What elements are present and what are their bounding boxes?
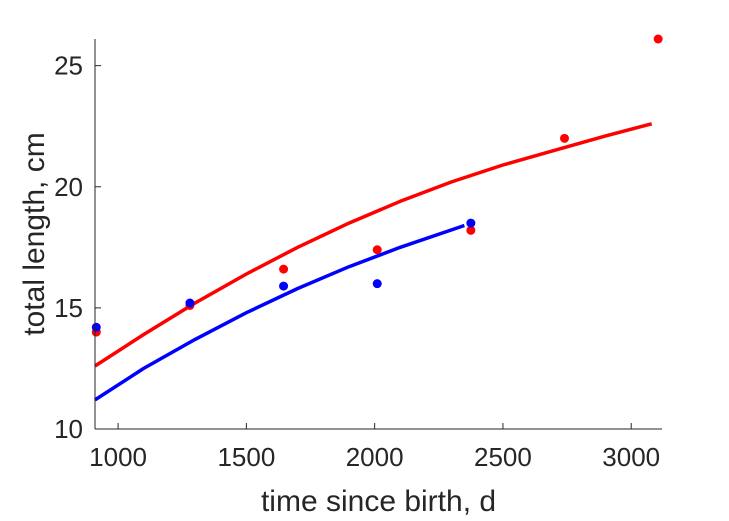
data-point [466,218,476,228]
data-point [279,264,289,274]
x-axis-title: time since birth, d [261,485,496,518]
x-tick-label: 1500 [217,442,275,472]
y-ticks: 10 15 20 25 [54,51,101,444]
fit-curve [94,223,465,402]
data-point [91,322,101,332]
x-ticks: 1000 1500 2000 2500 3000 [89,423,660,472]
x-tick-label: 3000 [602,442,660,472]
fit-curves [94,122,653,402]
fit-curve [94,122,653,368]
y-tick-label: 10 [54,414,83,444]
data-point [653,34,663,44]
y-tick-label: 15 [54,293,83,323]
data-point [279,281,289,291]
data-point [372,279,382,289]
y-tick-label: 20 [54,172,83,202]
data-point [560,133,570,143]
y-axis-title: total length, cm [18,132,51,335]
x-tick-label: 1000 [89,442,147,472]
y-tick-label: 25 [54,51,83,81]
data-point [185,298,195,308]
data-points [91,34,663,337]
x-tick-label: 2500 [474,442,532,472]
x-tick-label: 2000 [346,442,404,472]
data-point [466,225,476,235]
data-point [372,245,382,255]
